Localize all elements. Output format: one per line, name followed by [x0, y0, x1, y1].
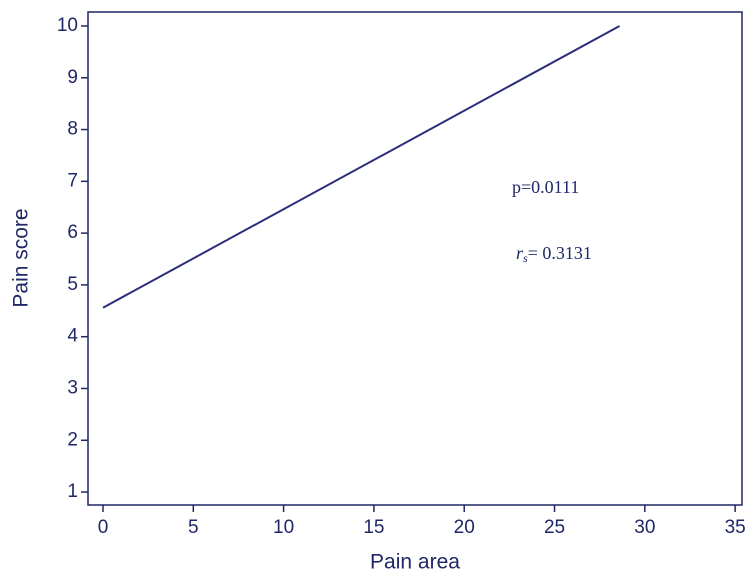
y-tick-label: 6	[67, 222, 78, 243]
annotation: rs= 0.3131	[516, 243, 592, 265]
annotation-symbol: r	[516, 243, 524, 263]
x-tick-label: 35	[725, 517, 746, 538]
x-tick-label: 20	[454, 517, 475, 538]
annotation: p=0.0111	[512, 177, 579, 197]
y-tick-label: 9	[67, 67, 78, 88]
annotation-text: = 0.3131	[528, 243, 592, 263]
x-tick-label: 30	[634, 517, 655, 538]
x-tick-label: 10	[273, 517, 294, 538]
y-tick-label: 8	[67, 119, 78, 140]
y-tick-label: 7	[67, 170, 78, 191]
plot-frame	[87, 11, 743, 506]
y-tick-label: 2	[67, 429, 78, 450]
y-tick-label: 5	[67, 274, 78, 295]
line	[102, 25, 621, 309]
y-tick-label: 1	[67, 481, 78, 502]
x-tick-label: 0	[98, 517, 109, 538]
y-axis-label: Pain score	[10, 208, 33, 307]
x-axis-label: Pain area	[370, 551, 460, 574]
annotation-subscript: s	[523, 251, 528, 265]
x-tick-label: 25	[544, 517, 565, 538]
x-tick-label: 15	[363, 517, 384, 538]
x-tick-label: 5	[188, 517, 199, 538]
y-tick-label: 10	[57, 15, 78, 36]
y-tick-label: 3	[67, 377, 78, 398]
y-tick-label: 4	[67, 326, 78, 347]
